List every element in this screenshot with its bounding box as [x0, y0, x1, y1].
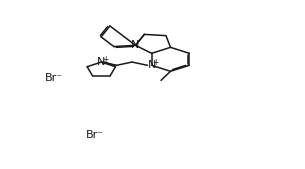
- Text: N: N: [148, 60, 156, 70]
- Text: N: N: [97, 57, 106, 67]
- Text: +: +: [102, 55, 108, 64]
- Text: Br⁻: Br⁻: [85, 130, 103, 140]
- Text: N: N: [131, 40, 140, 50]
- Text: +: +: [152, 58, 159, 67]
- Text: Br⁻: Br⁻: [45, 73, 63, 82]
